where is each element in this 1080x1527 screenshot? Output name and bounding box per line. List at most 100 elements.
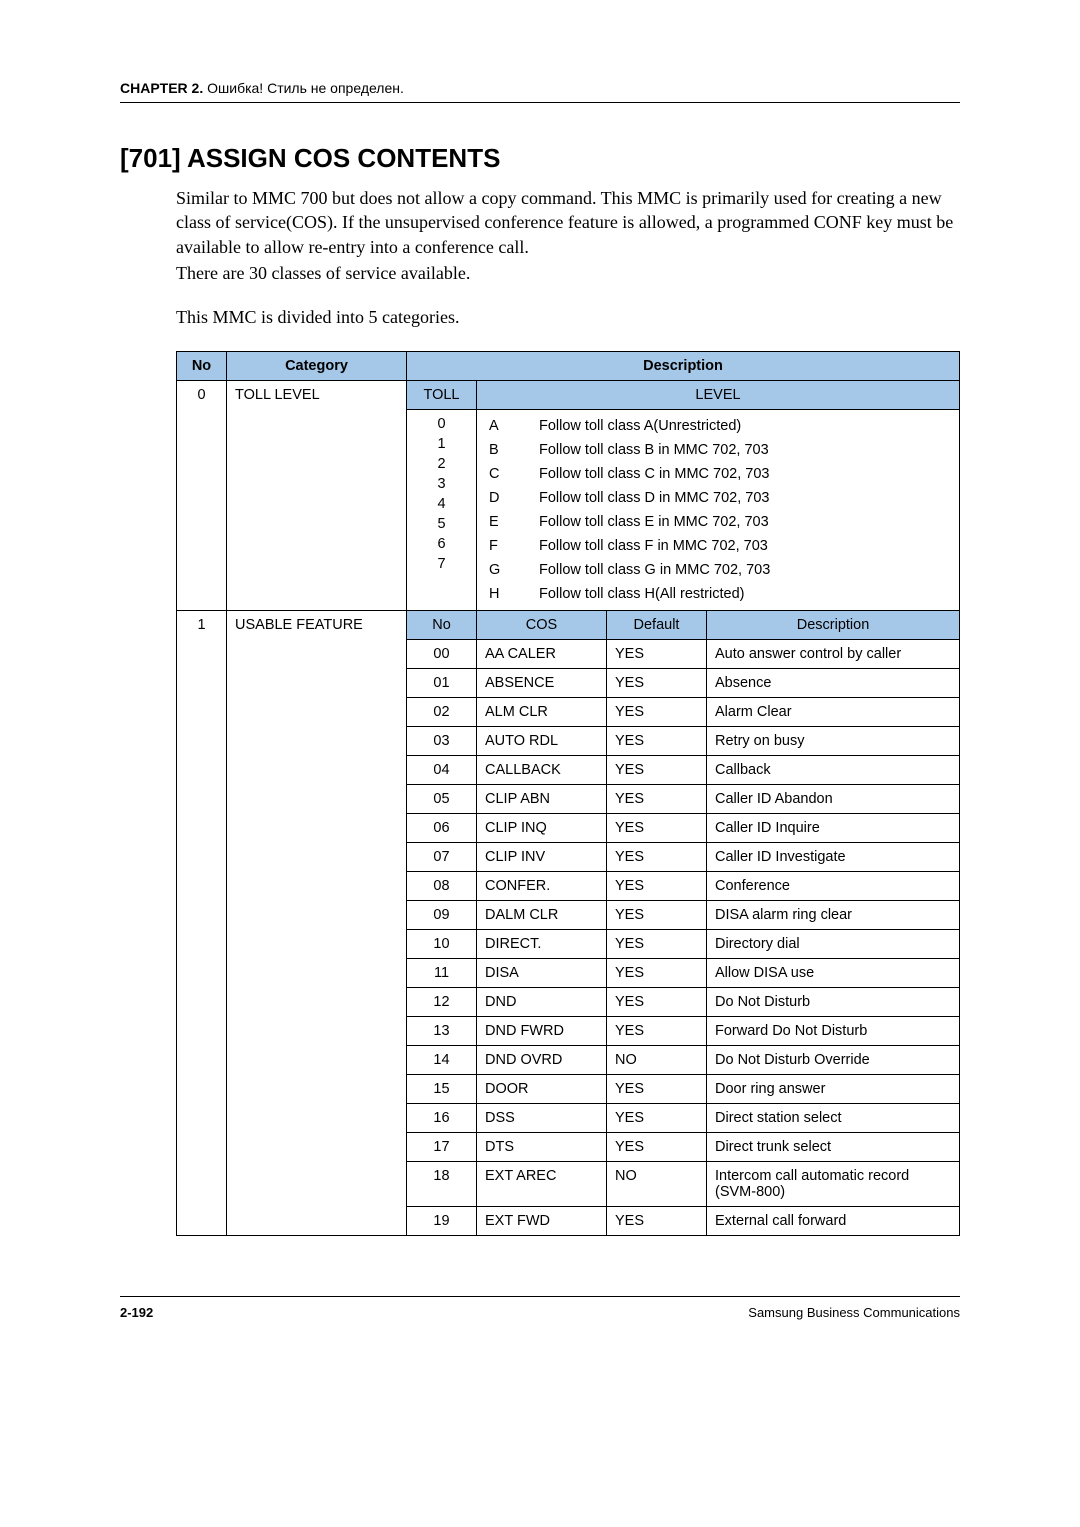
row1-category-blank [227,930,407,959]
toll-num: 0 [437,416,445,432]
table-header-row: No Category Description [177,352,960,381]
feature-no: 07 [407,843,477,872]
feature-desc: Do Not Disturb [707,988,960,1017]
cos-table-wrap: No Category Description 0 TOLL LEVEL TOL… [176,351,960,1236]
header-rule [120,102,960,103]
feature-row: 05CLIP ABNYESCaller ID Abandon [177,785,960,814]
toll-num: 5 [437,516,445,532]
feature-no: 04 [407,756,477,785]
row1-category-blank [227,843,407,872]
feature-row: 01ABSENCEYESAbsence [177,669,960,698]
feature-default: YES [607,640,707,669]
feature-cos: DALM CLR [477,901,607,930]
feature-no: 12 [407,988,477,1017]
toll-code: C [485,464,535,484]
feature-desc: Direct station select [707,1104,960,1133]
row1-category-blank [227,756,407,785]
toll-desc: Follow toll class A(Unrestricted) [535,416,951,436]
feature-row: 09DALM CLRYESDISA alarm ring clear [177,901,960,930]
row1-category-blank [227,814,407,843]
feature-no: 17 [407,1133,477,1162]
chapter-label: CHAPTER 2. [120,80,203,96]
row0-level-body: AFollow toll class A(Unrestricted)BFollo… [477,410,960,611]
row1-no-blank [177,640,227,669]
feature-desc: Intercom call automatic record (SVM-800) [707,1162,960,1207]
feature-no: 05 [407,785,477,814]
row1-category-blank [227,1162,407,1207]
feature-desc: Conference [707,872,960,901]
row1-no-blank [177,1104,227,1133]
toll-code: F [485,536,535,556]
intro-paragraph-2: There are 30 classes of service availabl… [176,261,960,285]
feature-row: 02ALM CLRYESAlarm Clear [177,698,960,727]
row1-no-blank [177,1207,227,1236]
feature-desc: Directory dial [707,930,960,959]
row1-sub-default: Default [607,611,707,640]
toll-num: 3 [437,476,445,492]
feature-row: 11DISAYESAllow DISA use [177,959,960,988]
toll-desc: Follow toll class D in MMC 702, 703 [535,488,951,508]
toll-desc: Follow toll class C in MMC 702, 703 [535,464,951,484]
feature-default: YES [607,727,707,756]
feature-row: 14DND OVRDNODo Not Disturb Override [177,1046,960,1075]
feature-row: 08CONFER.YESConference [177,872,960,901]
row1-category-blank [227,872,407,901]
feature-cos: CLIP INV [477,843,607,872]
feature-default: YES [607,1017,707,1046]
row1-sub-cos: COS [477,611,607,640]
row1-category: USABLE FEATURE [227,611,407,640]
feature-cos: CLIP ABN [477,785,607,814]
feature-row: 10DIRECT.YESDirectory dial [177,930,960,959]
toll-level-header-row: 0 TOLL LEVEL TOLL LEVEL [177,381,960,410]
row1-no-blank [177,1046,227,1075]
feature-desc: Alarm Clear [707,698,960,727]
intro-paragraph-3: This MMC is divided into 5 categories. [176,305,960,329]
toll-code: G [485,560,535,580]
row0-category: TOLL LEVEL [227,381,407,611]
feature-cos: DND [477,988,607,1017]
feature-desc: External call forward [707,1207,960,1236]
feature-default: YES [607,1104,707,1133]
toll-desc: Follow toll class H(All restricted) [535,584,951,604]
row1-category-blank [227,1104,407,1133]
row1-no-blank [177,959,227,988]
feature-cos: EXT AREC [477,1162,607,1207]
toll-num: 4 [437,496,445,512]
section-title: [701] ASSIGN COS CONTENTS [120,143,960,174]
row1-no-blank [177,1017,227,1046]
row1-category-blank [227,901,407,930]
feature-default: YES [607,1133,707,1162]
feature-cos: AA CALER [477,640,607,669]
toll-code: B [485,440,535,460]
feature-cos: CALLBACK [477,756,607,785]
feature-no: 09 [407,901,477,930]
feature-no: 08 [407,872,477,901]
feature-row: 17DTSYESDirect trunk select [177,1133,960,1162]
feature-desc: Auto answer control by caller [707,640,960,669]
toll-code: D [485,488,535,508]
toll-code: A [485,416,535,436]
row1-no-blank [177,1075,227,1104]
usable-feature-subheader-row: 1 USABLE FEATURE No COS Default Descript… [177,611,960,640]
toll-code: H [485,584,535,604]
feature-default: YES [607,669,707,698]
feature-cos: CONFER. [477,872,607,901]
feature-default: YES [607,988,707,1017]
row1-no-blank [177,1162,227,1207]
feature-default: YES [607,901,707,930]
row0-level-label: LEVEL [477,381,960,410]
feature-row: 12DNDYESDo Not Disturb [177,988,960,1017]
feature-cos: CLIP INQ [477,814,607,843]
toll-num: 6 [437,536,445,552]
row1-no: 1 [177,611,227,640]
feature-no: 14 [407,1046,477,1075]
feature-default: YES [607,698,707,727]
feature-cos: AUTO RDL [477,727,607,756]
feature-no: 19 [407,1207,477,1236]
feature-default: YES [607,785,707,814]
feature-cos: ABSENCE [477,669,607,698]
col-no: No [177,352,227,381]
feature-desc: Forward Do Not Disturb [707,1017,960,1046]
feature-desc: Callback [707,756,960,785]
row1-no-blank [177,930,227,959]
